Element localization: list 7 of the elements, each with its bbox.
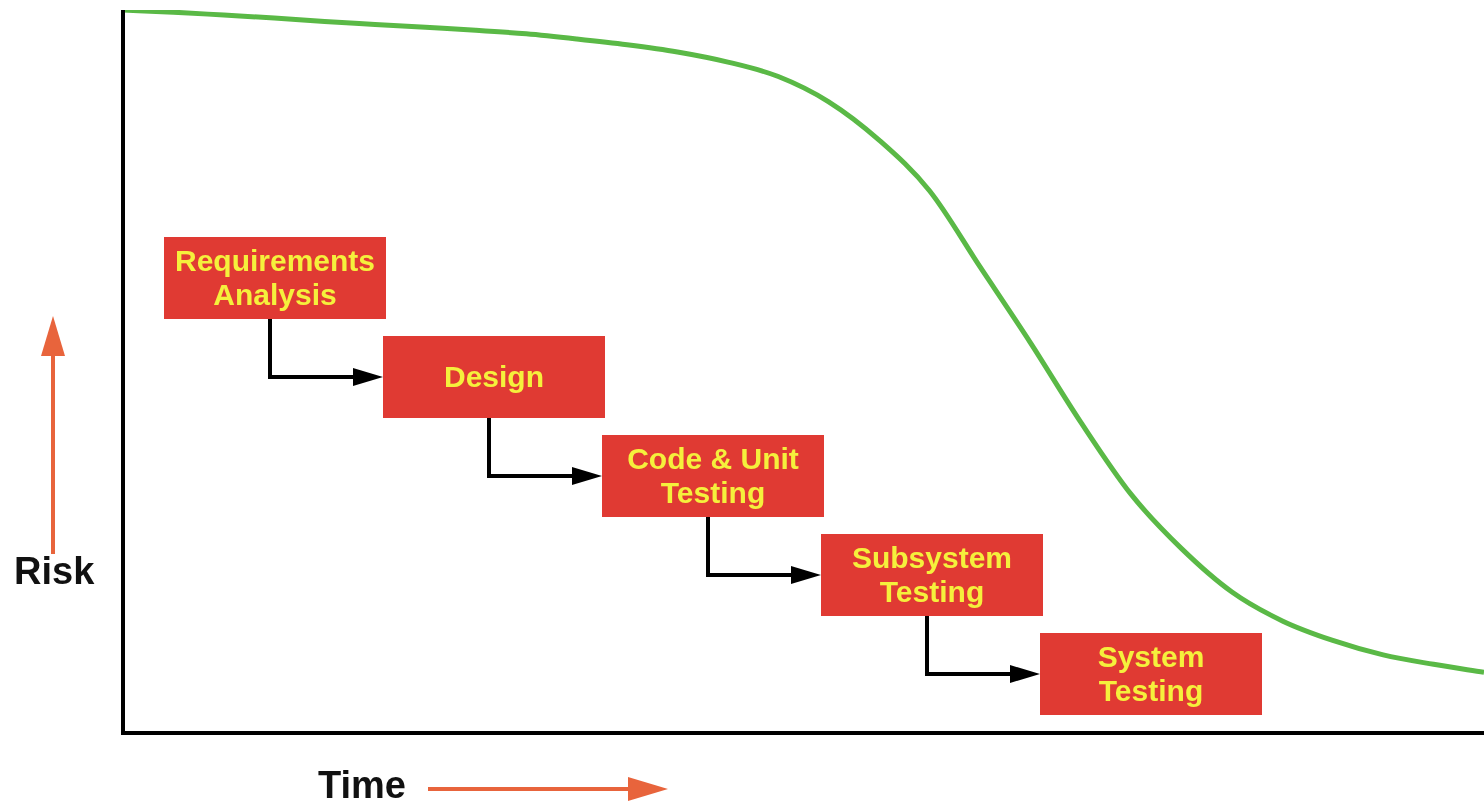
step-box: Design <box>383 336 605 418</box>
step-box: System Testing <box>1040 633 1262 715</box>
y-axis-title: Risk <box>14 550 95 593</box>
step-box: Subsystem Testing <box>821 534 1043 616</box>
step-box: Requirements Analysis <box>164 237 386 319</box>
step-box: Code & Unit Testing <box>602 435 824 517</box>
x-axis-title: Time <box>318 764 407 807</box>
